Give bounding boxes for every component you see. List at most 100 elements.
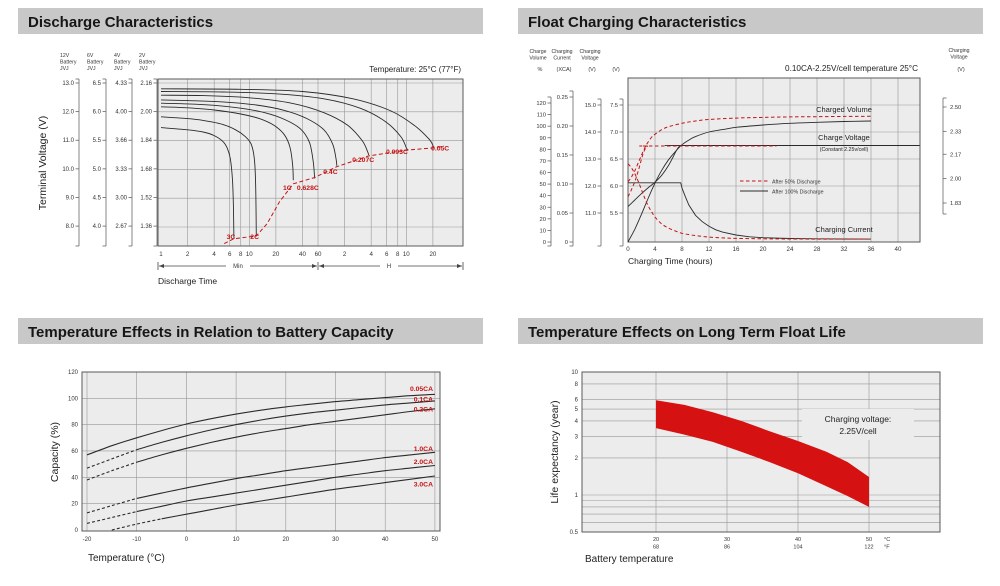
- scale-tick-label: 20: [540, 217, 546, 223]
- scale-header: Battery: [139, 60, 156, 66]
- annotation-bg: [802, 409, 914, 440]
- scale-tick-label: 0.15: [557, 153, 568, 159]
- x-tick: 4: [369, 251, 373, 258]
- scale-tick-label: 1.83: [950, 201, 961, 207]
- scale-tick-label: 6.5: [610, 157, 618, 163]
- scale-header: Charge: [529, 49, 546, 55]
- scale-tick-label: 0.05: [557, 211, 568, 217]
- x-tick: 2: [186, 251, 190, 258]
- rate-label: 0.093C: [386, 149, 408, 156]
- scale-header: Charging: [551, 49, 572, 55]
- scale-tick-label: 6.0: [610, 184, 618, 190]
- x-tick-fahrenheit: 122: [864, 545, 873, 551]
- section-title-bar: [518, 318, 983, 344]
- x-tick-celsius: 20: [653, 537, 659, 543]
- scale-header: 2V: [139, 53, 146, 59]
- scale-header: JVJ: [114, 66, 123, 72]
- section-title-bar: [18, 318, 483, 344]
- inplot-label: Charging Current: [815, 225, 873, 234]
- x-tick-fahrenheit: 104: [793, 545, 802, 551]
- scale-tick-label: 30: [540, 205, 546, 211]
- scale-tick-label: 14.0: [585, 130, 596, 136]
- x-tick: 0: [185, 537, 189, 543]
- scale-unit: (V): [957, 67, 965, 73]
- 3.0CA-curve: [161, 475, 435, 520]
- scale-tick-label: 0.25: [557, 95, 568, 101]
- y-tick: 8: [575, 382, 579, 388]
- x-tick-celsius: 40: [795, 537, 801, 543]
- 3.0CA-curve-dashed: [111, 518, 162, 531]
- 0.2CA-curve: [136, 408, 435, 463]
- scale-tick-label: 70: [540, 159, 546, 165]
- scale-header: 12V: [60, 53, 70, 59]
- scale-tick-label: 60: [540, 171, 546, 177]
- section-label: Min: [233, 264, 243, 270]
- x-tick: 50: [432, 537, 439, 543]
- x-tick: 40: [382, 537, 389, 543]
- y-tick: 0: [75, 528, 79, 534]
- voltage-tick: 1.36: [140, 224, 152, 230]
- discharge-curve-0.05C: [160, 88, 435, 149]
- 0.05CA-curve: [86, 393, 435, 456]
- scale-tick-label: 100: [536, 124, 546, 130]
- section-label: H: [387, 264, 391, 270]
- x-tick: 40: [299, 251, 306, 258]
- scale-header: 6V: [87, 53, 94, 59]
- x-tick: 40: [895, 246, 902, 253]
- scale-unit: (V): [588, 67, 596, 73]
- scale-tick-label: 120: [536, 101, 546, 107]
- series-label: 3.0CA: [414, 482, 433, 489]
- rate-label: 0.628C: [297, 185, 319, 192]
- scale-tick-label: 0.20: [557, 124, 568, 130]
- rate-label: 3C: [227, 234, 236, 241]
- life-expectancy-band: [656, 400, 869, 507]
- x-tick: 32: [841, 246, 848, 253]
- scale-header: Charging: [948, 48, 969, 54]
- voltage-tick: 9.0: [66, 195, 75, 201]
- x-tick: 16: [733, 246, 740, 253]
- inplot-label: Charged Volume: [816, 105, 872, 114]
- y-tick: 120: [68, 370, 79, 376]
- scale-tick-label: 15.0: [585, 103, 596, 109]
- plot-area: [82, 372, 440, 531]
- y-tick: 100: [68, 396, 79, 402]
- scale-header: 4V: [114, 53, 121, 59]
- x-tick: 8: [396, 251, 400, 258]
- scale-tick-label: 7.5: [610, 103, 618, 109]
- scale-tick-label: 110: [537, 113, 546, 119]
- inplot-label: (Constant 2.25v/cell): [820, 147, 869, 153]
- y-tick: 20: [71, 502, 78, 508]
- voltage-tick: 4.5: [93, 195, 102, 201]
- x-tick: -10: [132, 537, 141, 543]
- legend-label: After 50% Discharge: [772, 180, 821, 186]
- y-tick: 0.5: [570, 530, 579, 536]
- voltage-tick: 6.0: [93, 110, 102, 116]
- charge-voltage-50-curve: [627, 145, 777, 198]
- scale-tick-label: 0: [543, 240, 546, 246]
- 1.0CA-curve-dashed: [86, 497, 137, 514]
- voltage-tick: 1.84: [140, 138, 152, 144]
- x-tick: 20: [272, 251, 279, 258]
- discharge-curve-0.4C: [160, 99, 338, 166]
- discharge-chart: Discharge Characteristics 12VBatteryJVJ1…: [18, 8, 483, 286]
- series-label: 0.1CA: [414, 397, 433, 404]
- plot-frame: [627, 77, 921, 243]
- x-axis-label: Temperature (°C): [88, 553, 165, 564]
- temperature-note: Temperature: 25°C (77°F): [369, 65, 461, 74]
- knee-line: [223, 145, 444, 245]
- y-tick: 2: [575, 456, 579, 462]
- plot-frame: [81, 371, 441, 532]
- page-title: Temperature Effects in Relation to Batte…: [28, 324, 394, 341]
- arrow-right: [312, 264, 318, 268]
- 2.0CA-curve: [136, 464, 435, 513]
- 0.1CA-curve: [136, 400, 435, 451]
- discharge-curve-3C: [160, 127, 235, 238]
- float-life-plot: Charging voltage:2.25V/cell1086543210.52…: [549, 370, 941, 565]
- y-tick: 60: [71, 449, 78, 455]
- x-tick: 2: [343, 251, 347, 258]
- y-axis-label: Terminal Voltage (V): [37, 116, 49, 211]
- y-tick: 10: [571, 370, 578, 376]
- voltage-tick: 1.68: [140, 167, 152, 173]
- section-title-bar: [18, 8, 483, 34]
